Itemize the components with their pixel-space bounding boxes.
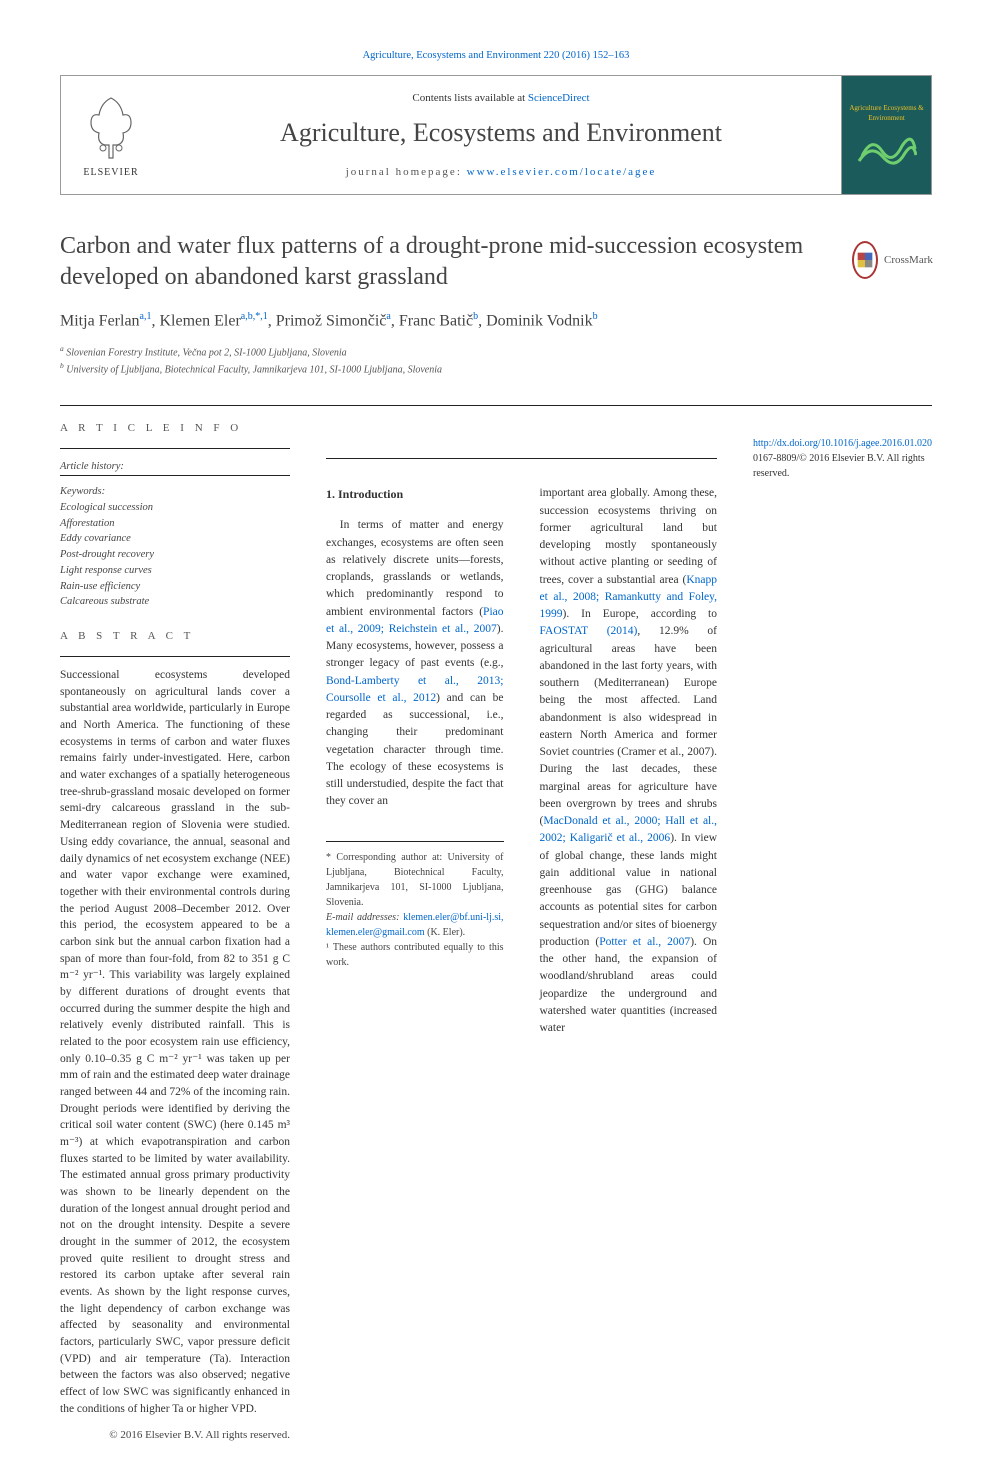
keyword-item: Eddy covariance — [60, 531, 290, 547]
info-abstract-row: A R T I C L E I N F O Article history: K… — [60, 422, 932, 1441]
history-label: Article history: — [60, 459, 290, 475]
corresponding-author: * Corresponding author at: University of… — [326, 850, 504, 910]
article-title: Carbon and water flux patterns of a drou… — [60, 231, 932, 293]
info-divider — [60, 448, 290, 449]
body-columns: 1. Introduction In terms of matter and e… — [326, 458, 717, 1441]
crossmark-badge[interactable]: CrossMark — [852, 235, 932, 285]
keyword-item: Rain-use efficiency — [60, 579, 290, 595]
keyword-item: Post-drought recovery — [60, 547, 290, 563]
intro-heading: 1. Introduction — [326, 485, 504, 503]
contents-line: Contents lists available at ScienceDirec… — [169, 92, 833, 104]
abstract-column: A B S T R A C T Successional ecosystems … — [60, 630, 290, 1441]
cover-art-icon — [857, 131, 917, 166]
homepage-url[interactable]: www.elsevier.com/locate/agee — [467, 166, 657, 178]
abstract-label: A B S T R A C T — [60, 630, 290, 642]
journal-header-box: ELSEVIER Contents lists available at Sci… — [60, 75, 932, 195]
abstract-text: Successional ecosystems developed sponta… — [60, 667, 290, 1417]
doi-link[interactable]: http://dx.doi.org/10.1016/j.agee.2016.01… — [753, 436, 932, 451]
intro-para-right: important area globally. Among these, su… — [540, 485, 718, 1037]
email-label: E-mail addresses: — [326, 912, 403, 923]
affiliation-b: b University of Ljubljana, Biotechnical … — [60, 360, 932, 377]
elsevier-logo[interactable]: ELSEVIER — [61, 76, 161, 194]
body-right-column: important area globally. Among these, su… — [540, 485, 718, 1441]
info-divider — [60, 475, 290, 476]
divider — [60, 405, 932, 406]
footnotes: * Corresponding author at: University of… — [326, 841, 504, 970]
paper-page: Agriculture, Ecosystems and Environment … — [0, 0, 992, 1481]
email-suffix: (K. Eler). — [425, 927, 466, 938]
contents-pre: Contents lists available at — [412, 92, 527, 104]
homepage-line: journal homepage: www.elsevier.com/locat… — [169, 166, 833, 178]
keywords-list: Ecological succession Afforestation Eddy… — [60, 500, 290, 610]
article-history: Article history: Keywords: Ecological su… — [60, 459, 290, 610]
header-center: Contents lists available at ScienceDirec… — [161, 84, 841, 186]
affiliation-a: a Slovenian Forestry Institute, Večna po… — [60, 343, 932, 360]
abstract-divider — [60, 656, 290, 657]
body-left-column: 1. Introduction In terms of matter and e… — [326, 485, 504, 1441]
elsevier-tree-icon — [81, 93, 141, 163]
copyright-line: © 2016 Elsevier B.V. All rights reserved… — [60, 1429, 290, 1441]
keyword-item: Ecological succession — [60, 500, 290, 516]
issn-line: 0167-8809/© 2016 Elsevier B.V. All right… — [753, 451, 932, 481]
journal-name: Agriculture, Ecosystems and Environment — [169, 118, 833, 148]
keyword-item: Light response curves — [60, 563, 290, 579]
keywords-label: Keywords: — [60, 484, 290, 500]
crossmark-circle-icon — [852, 241, 878, 279]
cover-title: Agriculture Ecosystems & Environment — [848, 104, 925, 122]
intro-para-left: In terms of matter and energy exchanges,… — [326, 517, 504, 810]
keyword-item: Afforestation — [60, 516, 290, 532]
keyword-item: Calcareous substrate — [60, 594, 290, 610]
contribution-note: ¹ These authors contributed equally to t… — [326, 940, 504, 970]
doi-block: http://dx.doi.org/10.1016/j.agee.2016.01… — [753, 436, 932, 1441]
article-info-column: A R T I C L E I N F O Article history: K… — [60, 422, 290, 1441]
article-info-label: A R T I C L E I N F O — [60, 422, 290, 434]
crossmark-label: CrossMark — [884, 254, 933, 266]
homepage-pre: journal homepage: — [346, 166, 467, 178]
email-line: E-mail addresses: klemen.eler@bf.uni-lj.… — [326, 910, 504, 940]
elsevier-label: ELSEVIER — [83, 167, 138, 178]
authors: Mitja Ferlana,1, Klemen Elera,b,*,1, Pri… — [60, 311, 932, 330]
sciencedirect-link[interactable]: ScienceDirect — [528, 92, 590, 104]
journal-cover-thumbnail[interactable]: Agriculture Ecosystems & Environment — [841, 76, 931, 194]
running-header[interactable]: Agriculture, Ecosystems and Environment … — [60, 50, 932, 61]
affiliations: a Slovenian Forestry Institute, Večna po… — [60, 343, 932, 378]
